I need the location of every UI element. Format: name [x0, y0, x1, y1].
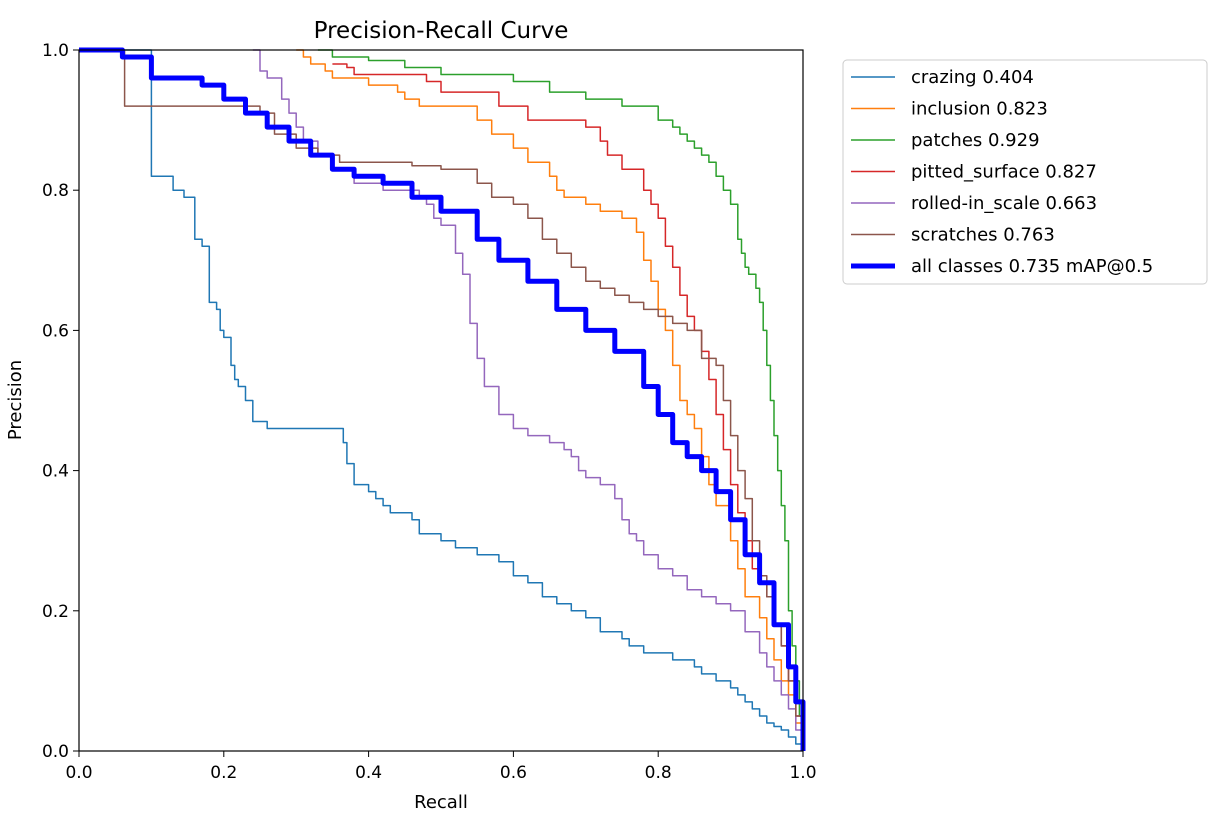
x-tick-label: 1.0 [789, 763, 816, 783]
y-tick-label: 0.0 [42, 742, 69, 762]
series-line-scratches [122, 49, 804, 751]
y-tick-label: 0.2 [42, 602, 69, 622]
x-axis-ticks: 0.0 0.2 0.4 0.6 0.8 1.0 [65, 751, 817, 783]
chart-title: Precision-Recall Curve [314, 18, 569, 44]
legend-box [842, 59, 1208, 285]
y-axis-ticks: 0.0 0.2 0.4 0.6 0.8 1.0 [42, 41, 79, 762]
y-tick-label: 0.8 [42, 181, 69, 201]
legend-label: all classes 0.735 mAP@0.5 [911, 256, 1153, 277]
legend-label: scratches 0.763 [911, 225, 1055, 246]
x-axis-label: Recall [414, 792, 468, 813]
series-line-inclusion [296, 49, 804, 751]
x-tick-label: 0.6 [500, 763, 527, 783]
x-tick-label: 0.4 [355, 763, 382, 783]
plot-lines [79, 47, 806, 751]
series-line-crazing [79, 49, 804, 751]
series-line-all-classes [79, 47, 806, 751]
y-tick-label: 0.6 [42, 321, 69, 341]
x-tick-label: 0.0 [65, 763, 92, 783]
legend-items: crazing 0.404 inclusion 0.823 patches 0.92… [851, 67, 1153, 277]
x-tick-label: 0.8 [645, 763, 672, 783]
y-tick-label: 1.0 [42, 41, 69, 61]
y-tick-label: 0.4 [42, 462, 69, 482]
legend-label: inclusion 0.823 [911, 99, 1048, 120]
legend-label: pitted_surface 0.827 [911, 162, 1097, 183]
legend-label: crazing 0.404 [911, 67, 1034, 88]
x-tick-label: 0.2 [210, 763, 237, 783]
legend: crazing 0.404 inclusion 0.823 patches 0.92… [842, 59, 1208, 285]
legend-label: rolled-in_scale 0.663 [911, 193, 1097, 214]
y-axis-label: Precision [5, 360, 26, 440]
axes-frame [78, 49, 804, 752]
series-line-patches [317, 49, 804, 751]
legend-label: patches 0.929 [911, 130, 1040, 151]
